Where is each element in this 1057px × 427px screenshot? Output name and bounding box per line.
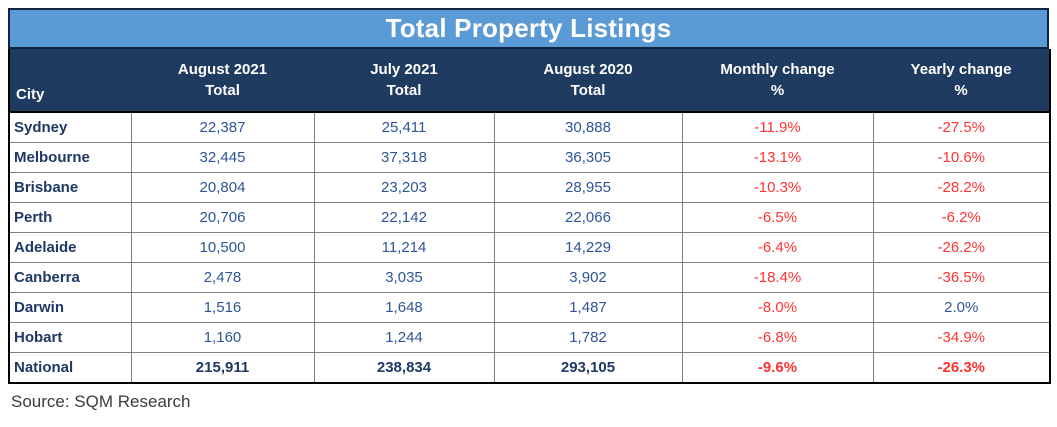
header-line2: Total	[386, 81, 422, 99]
header-line2: %	[954, 81, 968, 99]
jul2021-cell: 11,214	[313, 232, 495, 263]
jul2021-cell: 22,142	[313, 202, 495, 233]
table-row-perth: Perth 20,706 22,142 22,066 -6.5% -6.2%	[8, 202, 1051, 233]
aug2021-cell: 32,445	[130, 142, 315, 173]
header-line1: August 2021	[177, 61, 268, 79]
header-line1: August 2020	[543, 61, 633, 79]
city-cell: Canberra	[8, 262, 132, 293]
monthly-change-cell: -9.6%	[681, 352, 874, 384]
yearly-change-cell: -28.2%	[872, 172, 1051, 203]
table-row-canberra: Canberra 2,478 3,035 3,902 -18.4% -36.5%	[8, 262, 1051, 293]
table-row-adelaide: Adelaide 10,500 11,214 14,229 -6.4% -26.…	[8, 232, 1051, 263]
header-line2: Total	[570, 81, 606, 99]
table-row-national: National 215,911 238,834 293,105 -9.6% -…	[8, 352, 1051, 384]
aug2021-cell: 20,804	[130, 172, 315, 203]
city-cell: National	[8, 352, 132, 384]
header-monthly-change: Monthly change %	[682, 49, 873, 113]
city-cell: Adelaide	[8, 232, 132, 263]
aug2020-cell: 22,066	[493, 202, 683, 233]
table-header: City August 2021 Total July 2021 Total A…	[9, 49, 1050, 113]
aug2020-cell: 30,888	[493, 111, 683, 143]
table-title: Total Property Listings	[8, 8, 1049, 49]
yearly-change-cell: -27.5%	[872, 111, 1051, 143]
city-cell: Perth	[8, 202, 132, 233]
aug2020-cell: 28,955	[493, 172, 683, 203]
header-july-2021: July 2021 Total	[314, 49, 494, 113]
jul2021-cell: 23,203	[313, 172, 495, 203]
jul2021-cell: 25,411	[313, 111, 495, 143]
header-city: City	[9, 49, 131, 113]
jul2021-cell: 238,834	[313, 352, 495, 384]
header-line2: %	[770, 81, 785, 99]
monthly-change-cell: -8.0%	[681, 292, 874, 323]
table-row-darwin: Darwin 1,516 1,648 1,487 -8.0% 2.0%	[8, 292, 1051, 323]
source-attribution: Source: SQM Research	[11, 392, 191, 411]
header-august-2020: August 2020 Total	[494, 49, 682, 113]
yearly-change-cell: -26.2%	[872, 232, 1051, 263]
table-row-melbourne: Melbourne 32,445 37,318 36,305 -13.1% -1…	[8, 142, 1051, 173]
yearly-change-cell: 2.0%	[872, 292, 1051, 323]
table-body: Sydney 22,387 25,411 30,888 -11.9% -27.5…	[8, 111, 1051, 384]
monthly-change-cell: -6.8%	[681, 322, 874, 353]
header-august-2021: August 2021 Total	[131, 49, 314, 113]
yearly-change-cell: -6.2%	[872, 202, 1051, 233]
city-cell: Brisbane	[8, 172, 132, 203]
aug2021-cell: 2,478	[130, 262, 315, 293]
jul2021-cell: 3,035	[313, 262, 495, 293]
monthly-change-cell: -18.4%	[681, 262, 874, 293]
jul2021-cell: 1,648	[313, 292, 495, 323]
header-line2: Total	[205, 81, 240, 99]
jul2021-cell: 37,318	[313, 142, 495, 173]
property-listings-table: City August 2021 Total July 2021 Total A…	[8, 49, 1051, 384]
monthly-change-cell: -6.4%	[681, 232, 874, 263]
listings-table-container: Total Property Listings City August 2021…	[8, 8, 1051, 384]
aug2021-cell: 1,160	[130, 322, 315, 353]
aug2020-cell: 36,305	[493, 142, 683, 173]
aug2021-cell: 1,516	[130, 292, 315, 323]
aug2021-cell: 20,706	[130, 202, 315, 233]
aug2020-cell: 1,487	[493, 292, 683, 323]
yearly-change-cell: -10.6%	[872, 142, 1051, 173]
monthly-change-cell: -13.1%	[681, 142, 874, 173]
aug2020-cell: 1,782	[493, 322, 683, 353]
header-row: City August 2021 Total July 2021 Total A…	[9, 49, 1050, 113]
monthly-change-cell: -10.3%	[681, 172, 874, 203]
aug2020-cell: 293,105	[493, 352, 683, 384]
city-cell: Hobart	[8, 322, 132, 353]
yearly-change-cell: -34.9%	[872, 322, 1051, 353]
table-row-hobart: Hobart 1,160 1,244 1,782 -6.8% -34.9%	[8, 322, 1051, 353]
header-line1: Monthly change	[720, 61, 835, 79]
header-line1: Yearly change	[910, 61, 1012, 79]
monthly-change-cell: -11.9%	[681, 111, 874, 143]
table-row-brisbane: Brisbane 20,804 23,203 28,955 -10.3% -28…	[8, 172, 1051, 203]
table-row-sydney: Sydney 22,387 25,411 30,888 -11.9% -27.5…	[8, 111, 1051, 143]
header-line1: July 2021	[370, 61, 438, 79]
jul2021-cell: 1,244	[313, 322, 495, 353]
monthly-change-cell: -6.5%	[681, 202, 874, 233]
yearly-change-cell: -26.3%	[872, 352, 1051, 384]
aug2020-cell: 3,902	[493, 262, 683, 293]
header-yearly-change: Yearly change %	[873, 49, 1050, 113]
aug2021-cell: 215,911	[130, 352, 315, 384]
city-cell: Darwin	[8, 292, 132, 323]
aug2020-cell: 14,229	[493, 232, 683, 263]
yearly-change-cell: -36.5%	[872, 262, 1051, 293]
aug2021-cell: 10,500	[130, 232, 315, 263]
aug2021-cell: 22,387	[130, 111, 315, 143]
city-cell: Melbourne	[8, 142, 132, 173]
city-cell: Sydney	[8, 111, 132, 143]
